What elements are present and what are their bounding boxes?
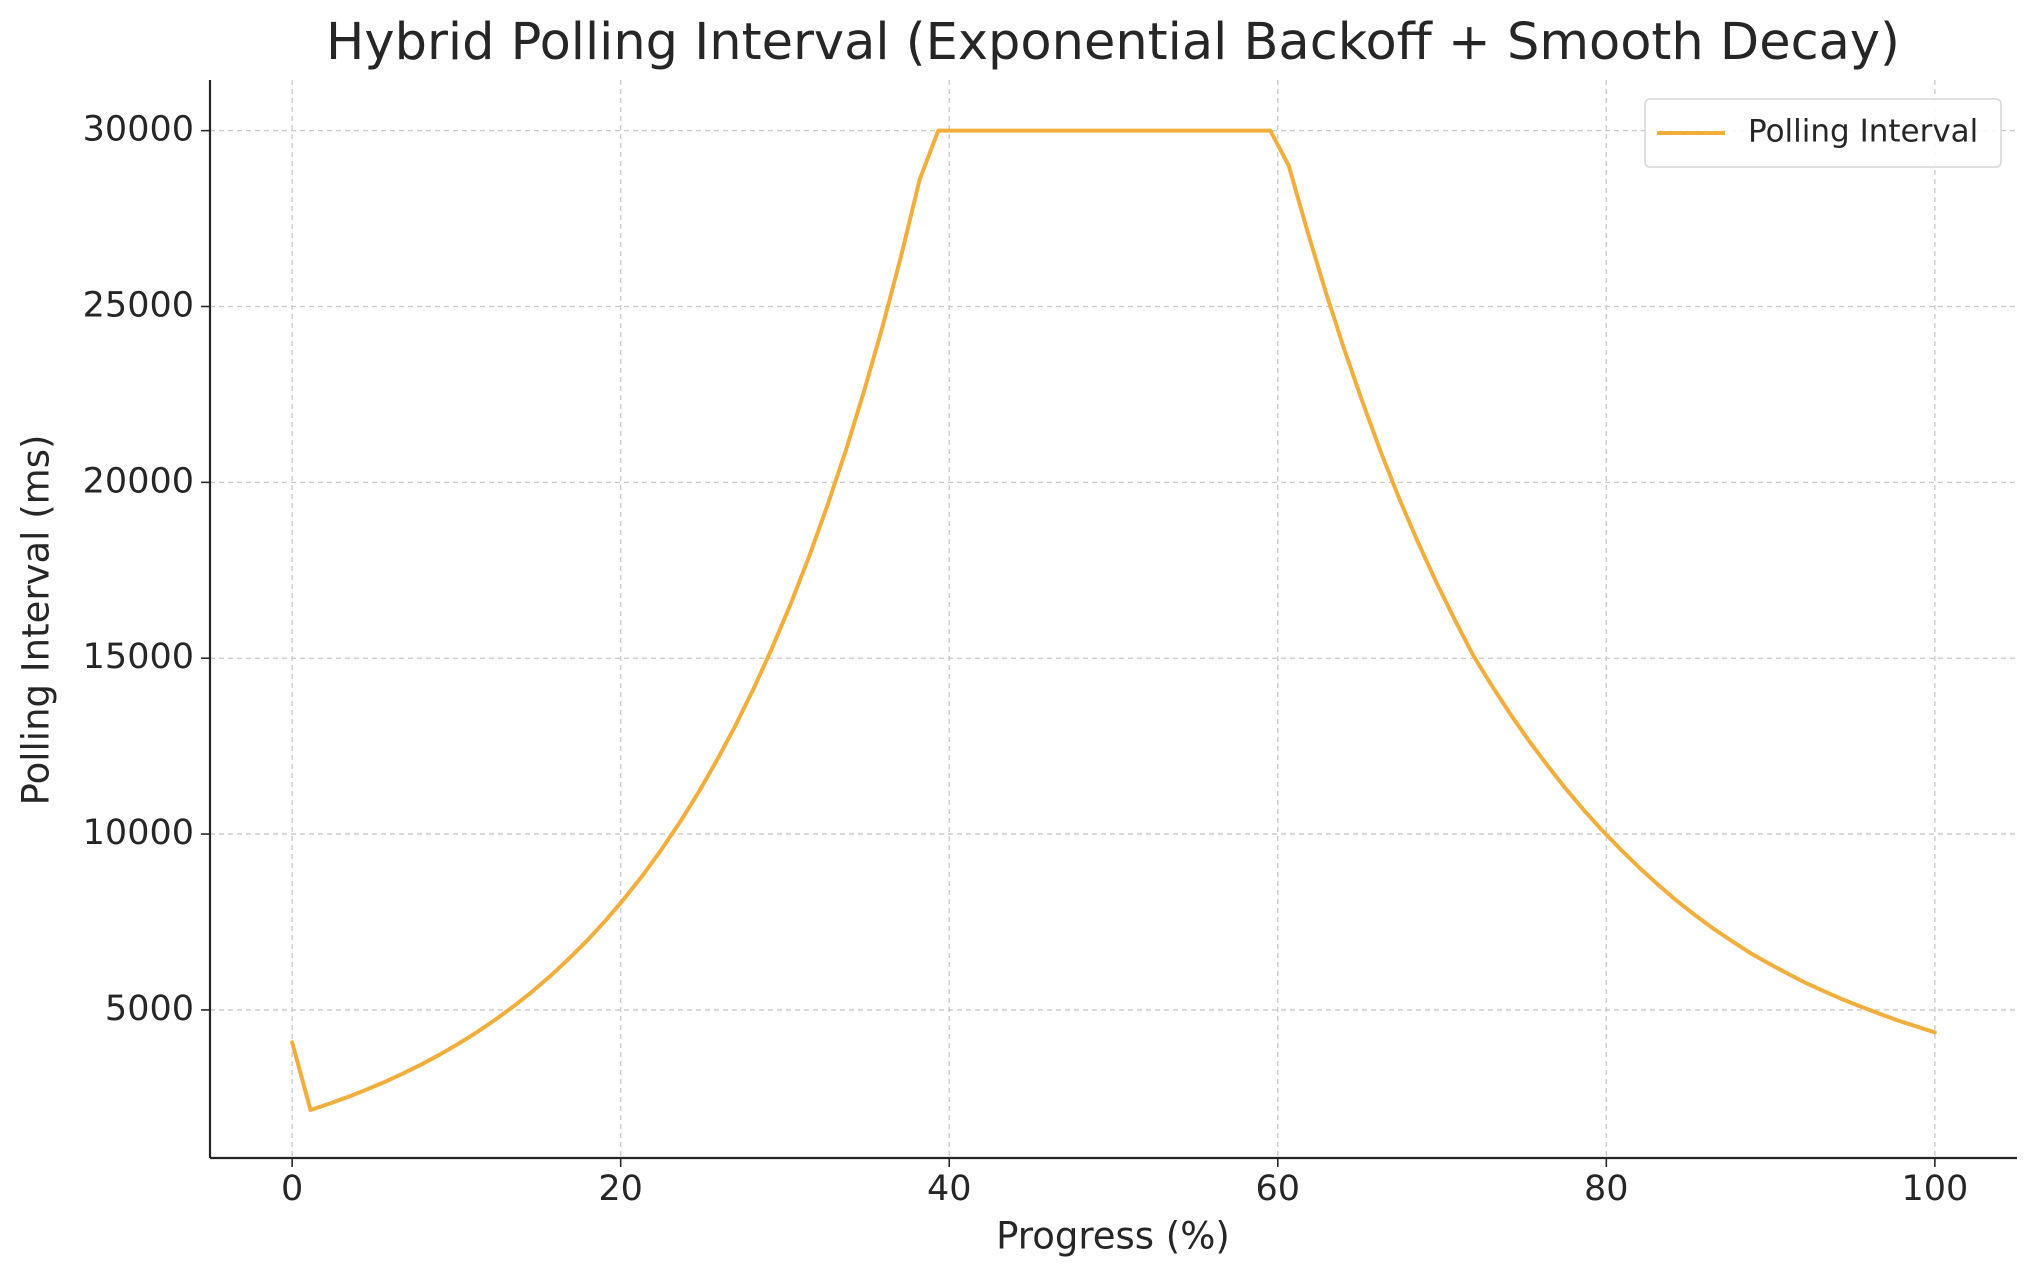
- x-tick-label: 60: [1255, 1169, 1300, 1209]
- data-line: [290, 128, 1937, 1112]
- y-tick-label: 15000: [83, 637, 194, 677]
- y-tick-label: 30000: [83, 110, 194, 150]
- y-tick-label: 5000: [105, 989, 194, 1029]
- x-axis-label: Progress (%): [996, 1215, 1230, 1258]
- x-tick-label: 40: [927, 1169, 972, 1209]
- grid: [210, 80, 2017, 1158]
- chart-title: Hybrid Polling Interval (Exponential Bac…: [326, 13, 1900, 72]
- legend: Polling Interval: [1644, 98, 2002, 168]
- x-tick-label: 20: [598, 1169, 643, 1209]
- legend-label: Polling Interval: [1748, 114, 1978, 150]
- y-axis-label: Polling Interval (ms): [15, 435, 58, 806]
- plot-area: [290, 128, 1937, 1112]
- x-tick-label: 0: [281, 1169, 303, 1209]
- x-tick-label: 100: [1901, 1169, 1968, 1209]
- y-tick-label: 25000: [83, 286, 194, 326]
- axes: 0 20 40 60 80 100 5000 10000 15000 20000 25000 3000…: [83, 80, 2017, 1209]
- y-tick-label: 20000: [83, 461, 194, 501]
- legend-box: [1644, 98, 2002, 168]
- x-tick-label: 80: [1584, 1169, 1629, 1209]
- y-tick-label: 10000: [83, 813, 194, 853]
